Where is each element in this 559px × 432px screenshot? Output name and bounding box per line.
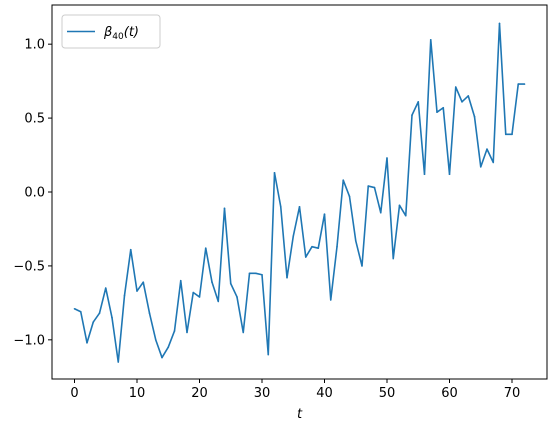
data-point <box>517 83 520 85</box>
x-tick-label: 40 <box>316 386 333 401</box>
data-point <box>373 186 376 189</box>
data-point <box>392 257 395 260</box>
data-point <box>117 361 120 363</box>
y-tick-label: 0.5 <box>24 112 45 127</box>
data-point <box>92 321 95 323</box>
data-point <box>292 235 295 238</box>
data-point <box>129 248 132 251</box>
data-point <box>179 279 182 282</box>
data-point <box>523 83 526 85</box>
data-point <box>461 101 463 103</box>
data-point <box>79 310 82 313</box>
data-point <box>267 353 270 356</box>
data-point <box>336 245 338 248</box>
x-tick-label: 0 <box>70 386 78 401</box>
legend-box <box>61 14 161 49</box>
series-line <box>74 22 525 363</box>
data-point <box>404 214 407 217</box>
data-point <box>436 111 438 113</box>
legend-label-tail: (t) <box>124 25 139 40</box>
data-point <box>73 307 76 310</box>
data-point <box>186 331 188 334</box>
data-point <box>479 166 482 168</box>
data-point <box>229 282 232 285</box>
data-point <box>198 296 201 298</box>
data-point <box>398 204 401 207</box>
data-point <box>298 205 301 208</box>
data-point <box>223 207 226 210</box>
data-point <box>329 299 332 301</box>
x-axis-label: t <box>297 407 303 422</box>
data-point <box>286 276 288 279</box>
data-point <box>348 195 351 198</box>
legend: β40(t) <box>61 14 161 49</box>
data-point <box>161 356 163 359</box>
x-tick-label: 30 <box>254 386 271 401</box>
data-point <box>154 339 157 341</box>
data-point <box>248 272 251 275</box>
data-point <box>498 22 501 25</box>
data-point <box>192 291 195 294</box>
x-tick-label: 70 <box>504 386 521 401</box>
data-point <box>217 300 220 303</box>
data-point <box>367 185 370 187</box>
data-point <box>123 294 126 297</box>
data-point <box>254 272 257 275</box>
data-point <box>448 173 451 176</box>
legend-label: β40(t) <box>103 25 139 42</box>
data-point <box>417 101 420 103</box>
y-tick-label: 0.0 <box>24 186 45 201</box>
data-point <box>273 171 276 174</box>
legend-label-subscript: 40 <box>112 32 124 42</box>
data-point <box>167 346 170 349</box>
data-point <box>111 316 113 319</box>
y-tick-label: −0.5 <box>13 259 45 274</box>
data-point <box>323 213 326 215</box>
series-layer <box>73 22 526 363</box>
data-point <box>242 331 245 334</box>
data-point <box>504 133 507 136</box>
data-point <box>492 161 495 164</box>
data-point <box>136 290 138 292</box>
x-tick-label: 10 <box>129 386 146 401</box>
data-point <box>236 296 238 298</box>
data-point <box>454 86 457 88</box>
x-tick-label: 50 <box>379 386 396 401</box>
data-point <box>511 133 513 136</box>
data-point <box>173 330 176 332</box>
data-point <box>442 106 445 109</box>
data-point <box>279 205 282 208</box>
data-point <box>467 95 470 97</box>
data-point <box>142 281 145 283</box>
data-point <box>473 115 476 118</box>
data-point <box>261 273 263 276</box>
plot-frame <box>51 4 548 380</box>
data-point <box>204 247 207 249</box>
x-tick-label: 60 <box>441 386 458 401</box>
legend-label-main: β <box>103 25 112 40</box>
data-point <box>304 256 307 258</box>
data-point <box>361 265 363 267</box>
data-point <box>148 312 151 315</box>
y-axis-ticks: −1.0 −0.5 0.0 0.5 1.0 <box>13 38 52 348</box>
data-point <box>429 38 432 41</box>
data-point <box>104 287 107 289</box>
data-point <box>311 245 313 248</box>
y-tick-label: 1.0 <box>24 38 45 53</box>
data-point <box>86 341 88 344</box>
x-tick-label: 20 <box>191 386 208 401</box>
data-point <box>354 239 357 242</box>
data-point <box>411 114 413 116</box>
data-point <box>342 179 345 181</box>
data-point <box>211 281 213 283</box>
data-point <box>486 148 488 150</box>
x-axis-ticks: 0 10 20 30 40 50 60 70 <box>70 379 520 401</box>
data-point <box>386 157 388 159</box>
y-tick-label: −1.0 <box>13 333 45 348</box>
data-point <box>317 247 320 249</box>
data-point <box>98 312 101 315</box>
data-point <box>423 173 426 176</box>
data-point <box>379 211 382 214</box>
